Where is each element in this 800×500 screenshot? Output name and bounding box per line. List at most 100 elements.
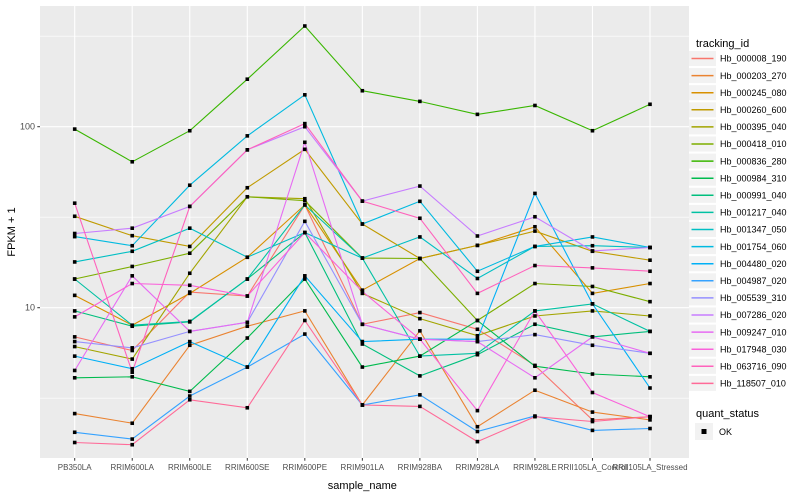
data-point (475, 424, 480, 429)
data-point (187, 389, 192, 394)
data-point (648, 102, 652, 107)
data-point (72, 354, 77, 358)
data-point (590, 428, 595, 433)
data-point (533, 281, 537, 286)
data-point (130, 226, 135, 230)
data-point (245, 405, 250, 410)
legend-label: Hb_007286_020 (720, 310, 787, 320)
data-point (418, 216, 422, 221)
data-point (475, 439, 480, 444)
data-point (245, 77, 250, 81)
legend-label: Hb_000245_080 (720, 88, 787, 98)
data-point (72, 335, 77, 339)
data-point (533, 375, 537, 380)
legend-label: Hb_118507_010 (720, 379, 786, 389)
data-point (303, 230, 307, 235)
data-point (303, 219, 307, 224)
data-point (245, 185, 250, 190)
legend-title-tracking-id: tracking_id (696, 38, 749, 50)
data-point (590, 335, 595, 339)
data-point (590, 390, 595, 395)
x-tick-label: RRIM600LA (110, 463, 154, 472)
legend-label: Hb_017948_030 (720, 344, 787, 354)
y-axis-title: FPKM + 1 (6, 207, 18, 256)
data-point (303, 93, 307, 97)
data-point (533, 309, 537, 313)
data-point (648, 269, 652, 274)
data-point (648, 299, 652, 304)
data-point (533, 214, 537, 219)
x-tick-label: RRII105LA_Control (558, 463, 628, 472)
data-point (72, 293, 77, 298)
x-axis-title: sample_name (328, 480, 397, 492)
x-tick-label: RRII105LA_Stressed (612, 463, 687, 472)
data-point (187, 251, 192, 256)
data-point (418, 99, 422, 104)
data-point (360, 339, 365, 344)
data-point (648, 351, 652, 356)
x-tick-label: PB350LA (58, 463, 92, 472)
data-point (72, 234, 77, 239)
data-point (303, 196, 307, 201)
data-point (360, 222, 365, 226)
data-point (648, 386, 652, 390)
data-point (72, 231, 77, 236)
data-point (245, 134, 250, 138)
data-point (187, 397, 192, 402)
data-point (418, 404, 422, 409)
data-point (130, 348, 135, 353)
data-point (72, 430, 77, 435)
data-point (590, 235, 595, 239)
quant-ok-marker (701, 429, 707, 434)
data-point (648, 314, 652, 318)
y-tick-label: 10 (25, 303, 35, 313)
data-point (245, 194, 250, 199)
data-point (303, 147, 307, 152)
data-point (245, 255, 250, 260)
data-point (130, 274, 135, 278)
data-point (187, 343, 192, 348)
y-tick-label: 100 (20, 122, 35, 132)
data-point (72, 339, 77, 344)
data-point (130, 437, 135, 441)
data-point (648, 281, 652, 286)
data-point (303, 318, 307, 323)
data-point (533, 229, 537, 233)
data-point (533, 414, 537, 419)
data-point (130, 159, 135, 164)
data-point (418, 199, 422, 204)
data-point (533, 224, 537, 229)
data-point (360, 365, 365, 369)
data-point (648, 245, 652, 250)
data-point (130, 264, 135, 269)
data-point (533, 322, 537, 327)
data-point (187, 283, 192, 288)
legend-label: Hb_001347_050 (720, 225, 787, 235)
data-point (648, 329, 652, 334)
data-point (590, 249, 595, 253)
data-point (130, 421, 135, 426)
data-point (418, 256, 422, 261)
data-point (533, 332, 537, 337)
data-point (418, 329, 422, 333)
data-point (475, 333, 480, 338)
data-point (360, 322, 365, 327)
data-point (303, 277, 307, 281)
data-point (187, 183, 192, 188)
legend-label: Hb_000836_280 (720, 156, 787, 166)
data-point (418, 374, 422, 378)
data-point (245, 324, 250, 329)
x-tick-label: RRIM901LA (341, 463, 385, 472)
data-point (648, 375, 652, 379)
x-tick-label: RRIM600LE (168, 463, 212, 472)
data-point (418, 235, 422, 239)
data-point (418, 354, 422, 358)
data-point (533, 364, 537, 369)
legend-label: Hb_000991_040 (720, 191, 787, 201)
data-point (187, 204, 192, 209)
data-point (590, 372, 595, 376)
data-point (475, 327, 480, 332)
legend-label: Hb_004987_020 (720, 276, 787, 286)
data-point (187, 394, 192, 398)
